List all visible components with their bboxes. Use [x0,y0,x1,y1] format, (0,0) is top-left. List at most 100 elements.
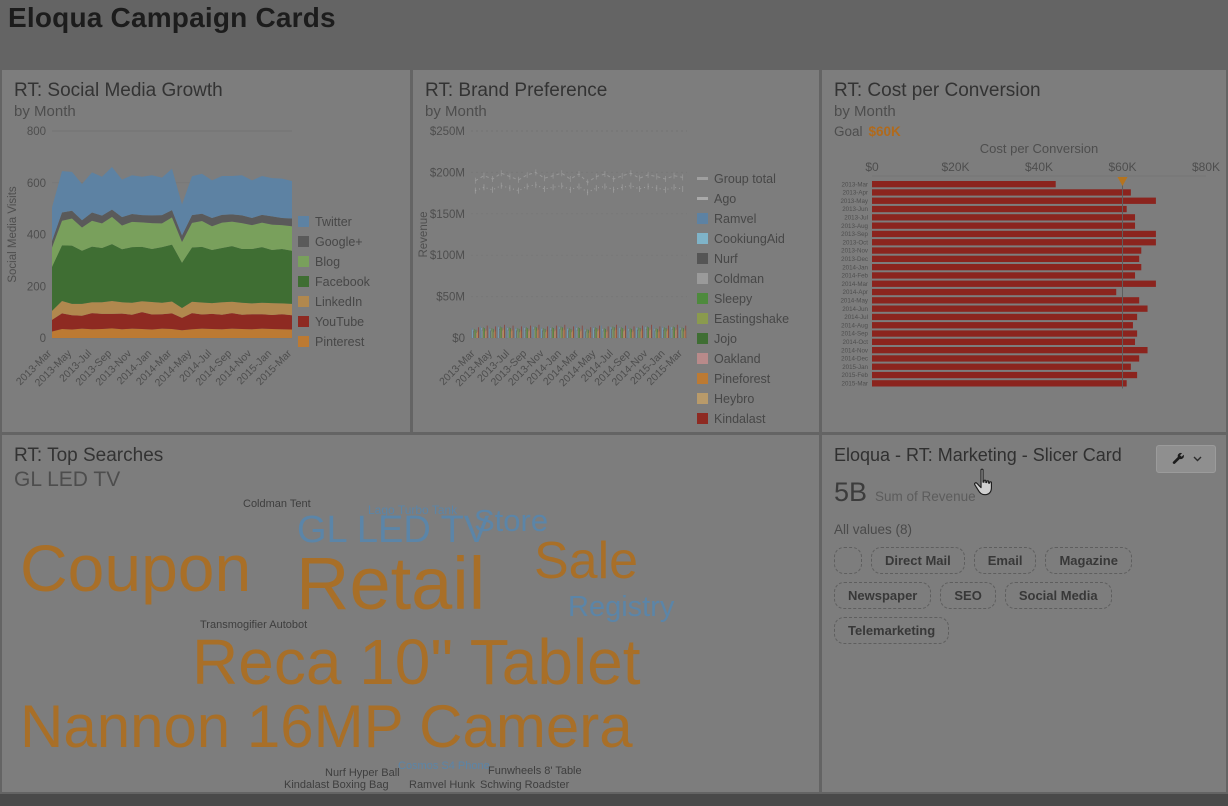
word-cloud-term[interactable]: Nurf Hyper Ball [325,767,400,779]
legend-item[interactable]: Pinterest [298,335,390,349]
legend-item[interactable]: Ago [697,192,807,206]
legend-item[interactable]: Kindalast [697,412,807,426]
card-title: RT: Cost per Conversion [834,80,1041,101]
wrench-icon [1171,452,1186,467]
legend-item[interactable]: Facebook [298,275,390,289]
slicer-value-button-empty[interactable] [834,547,862,574]
legend-swatch [697,373,708,385]
legend-label: Oakland [714,351,761,366]
svg-text:$50M: $50M [436,291,465,303]
svg-text:2014-Jan: 2014-Jan [842,264,868,271]
legend-item[interactable]: YouTube [298,315,390,329]
card-title: RT: Social Media Growth [14,80,223,101]
svg-text:2013-Mar: 2013-Mar [842,181,868,188]
legend-social-media: Twitter Google+ Blog Facebook LinkedIn YouTub… [298,215,390,349]
card-title: RT: Top Searches [14,445,164,466]
word-cloud-term[interactable]: Transmogifier Autobot [200,619,308,631]
legend-label: Kindalast [714,411,766,426]
slicer-value-button-telemarketing[interactable]: Telemarketing [834,617,950,644]
legend-swatch [697,333,708,345]
legend-label: CookiungAid [714,231,785,246]
legend-item[interactable]: Eastingshake [697,312,807,326]
legend-item[interactable]: Google+ [298,235,390,249]
legend-swatch [298,296,309,308]
svg-text:$100M: $100M [430,250,465,262]
svg-text:2014-Feb: 2014-Feb [842,272,869,279]
legend-item[interactable]: Ramvel [697,212,807,226]
legend-label: Twitter [315,214,352,229]
legend-swatch [298,236,309,248]
word-cloud-term[interactable]: Nannon 16MP Camera [20,693,633,760]
selected-word-label: GL LED TV [14,467,121,491]
slicer-value-button-magazine[interactable]: Magazine [1045,547,1132,574]
word-cloud-term[interactable]: Store [474,503,549,538]
legend-item[interactable]: Blog [298,255,390,269]
svg-text:200: 200 [27,281,46,293]
legend-swatch [298,216,309,228]
svg-text:2013-Apr: 2013-Apr [843,189,868,196]
word-cloud-term[interactable]: Registry [568,591,675,623]
legend-item[interactable]: Jojo [697,332,807,346]
legend-swatch [298,256,309,268]
legend-item[interactable]: LinkedIn [298,295,390,309]
card-settings-button[interactable] [1156,445,1216,473]
svg-text:2013-Aug: 2013-Aug [841,223,868,230]
word-cloud-term[interactable]: Retail [296,542,486,625]
word-cloud-term[interactable]: Schwing Roadster [480,779,570,791]
page-title: Eloqua Campaign Cards [8,2,336,33]
legend-swatch [697,253,708,265]
card-top-searches: RT: Top Searches GL LED TV Coldman Tent L… [2,435,819,792]
legend-swatch [697,177,708,181]
svg-text:$80K: $80K [1192,160,1220,174]
svg-text:Cost per Conversion: Cost per Conversion [980,141,1099,156]
legend-label: Jojo [714,331,737,346]
svg-text:$250M: $250M [430,126,465,138]
word-cloud: Coldman Tent Lago Turbo Tank GL LED TV Stor… [2,435,819,792]
word-cloud-term[interactable]: GL LED TV [297,509,490,551]
slicer-value-button-direct-mail[interactable]: Direct Mail [871,547,965,574]
legend-swatch [697,197,708,201]
slicer-value-button-newspaper[interactable]: Newspaper [834,582,932,609]
svg-text:$40K: $40K [1025,160,1053,174]
legend-item[interactable]: Sleepy [697,292,807,306]
word-cloud-term[interactable]: Kindalast Boxing Bag [284,779,389,791]
legend-item[interactable]: Heybro [697,392,807,406]
word-cloud-term[interactable]: Cosmos S4 Phone [398,760,490,772]
word-cloud-term[interactable]: Lago Turbo Tank [368,503,458,517]
legend-item[interactable]: Pineforest [697,372,807,386]
svg-text:2014-Nov: 2014-Nov [841,347,869,354]
svg-text:2013-Jun: 2013-Jun [842,206,868,213]
word-cloud-term[interactable]: Coupon [20,531,252,605]
legend-label: Google+ [315,234,363,249]
svg-text:2013-Nov: 2013-Nov [841,248,869,255]
legend-label: Facebook [315,274,370,289]
svg-text:2014-Dec: 2014-Dec [841,355,868,362]
legend-label: Pineforest [714,371,771,386]
slicer-value-button-email[interactable]: Email [973,547,1037,574]
svg-text:400: 400 [27,229,46,241]
legend-item[interactable]: Coldman [697,272,807,286]
legend-brand-preference: Group total Ago Ramvel CookiungAid Nurf Coldm… [697,172,807,426]
legend-swatch [697,313,708,325]
svg-text:600: 600 [27,178,46,190]
legend-item[interactable]: Twitter [298,215,390,229]
svg-text:2015-Feb: 2015-Feb [842,372,869,379]
page-header: Eloqua Campaign Cards [8,2,336,64]
legend-item[interactable]: CookiungAid [697,232,807,246]
word-cloud-term[interactable]: Sale [534,532,639,590]
slicer-value-button-seo[interactable]: SEO [940,582,996,609]
legend-item[interactable]: Nurf [697,252,807,266]
card-cost-per-conversion: RT: Cost per Conversion by Month Goal $60… [822,70,1226,432]
word-cloud-term[interactable]: Funwheels 8' Table [488,765,582,777]
legend-item[interactable]: Oakland [697,352,807,366]
word-cloud-term[interactable]: Ramvel Hunk [409,779,476,791]
word-cloud-term[interactable]: Coldman Tent [243,498,311,510]
legend-label: Pinterest [315,334,365,349]
legend-item[interactable]: Group total [697,172,807,186]
card-marketing-slicer: Eloqua - RT: Marketing - Slicer Card 5B … [822,435,1226,792]
word-cloud-term[interactable]: Reca 10" Tablet [192,626,641,698]
slicer-value-button-social-media[interactable]: Social Media [1004,582,1112,609]
all-values-label: All values (8) [834,522,913,537]
svg-text:2014-Jul: 2014-Jul [844,314,868,321]
